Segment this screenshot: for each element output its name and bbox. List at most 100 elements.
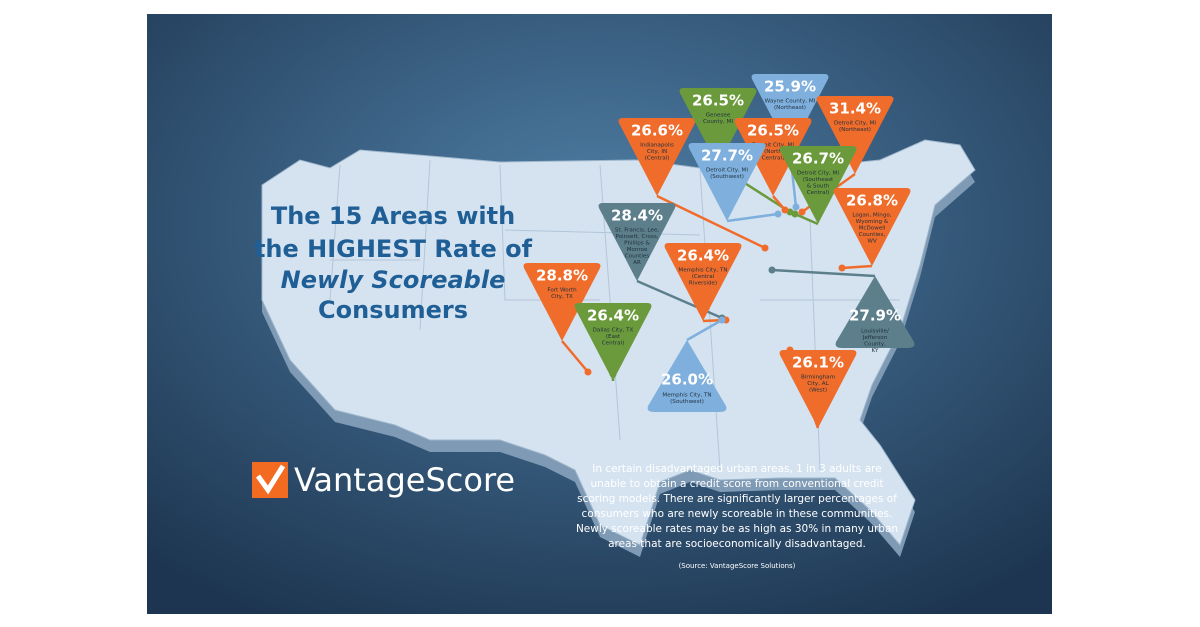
source: (Source: VantageScore Solutions) [679,562,796,570]
pin-shape [779,350,857,428]
pin-shape [679,88,757,166]
pin-value: 31.4% [829,100,881,118]
pin-label: Memphis City, TN [678,268,727,274]
pin-label: St. Francis, Lee, [615,228,659,234]
pin-label: County, [864,342,886,348]
pin-dot [792,203,800,211]
pin-label: Counties [625,254,650,260]
pin-label: Riverside) [689,281,717,287]
pin-label: AR [633,260,641,266]
pin-value: 26.5% [692,92,744,110]
pin-dot [791,210,799,218]
pin-label: Wyoming & [856,219,889,225]
pin-shape [598,203,676,281]
pin: 25.9% Wayne County, MI(Northeast) [751,74,829,152]
pin-shape [523,263,601,341]
pin-label: (Northeast) [774,105,806,111]
pin-dot [718,316,726,324]
pin-label: Detroit City, MI [834,121,876,127]
pin-label: Dallas City, TX [593,328,634,334]
pin-shape [664,243,742,321]
title-line: Consumers [318,296,468,324]
pin-label: (North [764,149,782,155]
pin-label: (Northeast) [839,127,871,133]
pin-label: (Central [692,274,715,280]
description-line: consumers who are newly scoreable in the… [582,508,893,520]
pin-shape [688,143,766,221]
title-line: Newly Scoreable [281,266,506,294]
pin-label: Monroe [627,247,648,253]
pin-leader [636,279,723,320]
pin-value: 26.4% [587,307,639,325]
pin-leader [794,212,819,226]
pin-value: 28.4% [611,207,663,225]
pin-label: Wayne County, MI [765,99,816,105]
pin-label: WV [867,239,877,245]
pin-label: McDowell [859,226,886,232]
pin-label: Central) [807,190,830,196]
pin-label: (West) [809,388,827,394]
pin-value: 25.9% [764,78,816,96]
pin-shape [816,96,894,174]
pin-label: Memphis City, TN [662,393,711,399]
pin-label: Central) [762,156,785,162]
pin-value: 26.5% [747,122,799,140]
pin-value: 28.8% [536,267,588,285]
pin-leader [561,340,589,373]
pin-shape [835,276,915,348]
pin-label: County, MI [703,119,733,125]
pin-label: Phillips & [624,241,650,247]
pin-label: Central) [602,341,625,347]
logo: VantageScore [252,461,515,499]
pin-label: City, TX [551,294,573,300]
pin-label: Indianapolis [640,143,674,149]
pin-shape [779,146,857,224]
pin-dot [761,244,769,252]
pin-leader [686,318,723,342]
pin-leader [771,268,876,278]
pin-label: Genesee [706,113,731,119]
title-line: The 15 Areas with [271,202,515,230]
pin-value: 26.8% [846,192,898,210]
pin: 26.0% Memphis City, TN(Southwest) [647,340,727,412]
logo-text: VantageScore [294,461,515,499]
description-line: scoring models. There are significantly … [577,493,897,505]
pin-leader [841,264,873,270]
description-line: Newly scoreable rates may be as high as … [576,523,898,535]
pin-label: (Southeast [803,177,834,183]
pin-label: Detroit City, MI [706,168,748,174]
title-line: the HIGHEST Rate of [254,235,533,263]
pin: 26.7% Detroit City, MI(Southeast& SouthCe… [779,146,857,224]
pin-dot [798,208,806,216]
pin-label: Fort Worth [547,288,577,294]
pin-value: 27.7% [701,147,753,165]
pin-label: City, IN [647,149,667,155]
pin-label: (East [606,334,621,340]
pin-label: Logan, Mingo, [852,213,891,219]
logo-check [255,464,286,495]
title: The 15 Areas with the HIGHEST Rate of Ne… [254,202,533,324]
pin-label: Birmingham [801,375,835,381]
pin-value: 26.6% [631,122,683,140]
description-line: In certain disadvantaged urban areas, 1 … [592,463,881,475]
pin-label: (Central) [645,156,670,162]
pin-shape [647,340,727,412]
pin-shape [574,303,652,381]
pin-value: 26.1% [792,354,844,372]
pin-leader [726,212,779,223]
pin-shape [618,118,696,196]
pin-label: Poinsett, Cross, [615,234,658,240]
description-line: areas that are socioeconomically disadva… [608,538,866,550]
pin-label: & South [807,184,830,190]
pin-value: 26.7% [792,150,844,168]
pin-dot [774,210,782,218]
